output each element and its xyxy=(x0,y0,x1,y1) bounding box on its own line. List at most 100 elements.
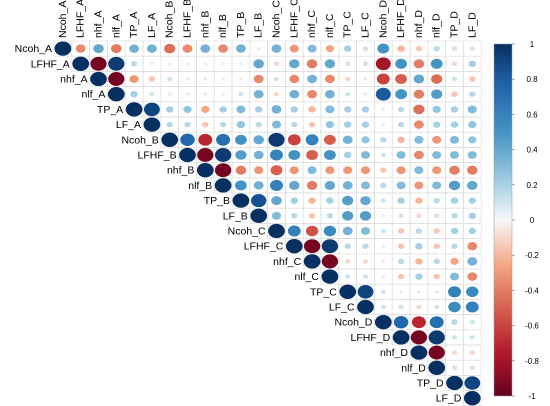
corr-circle-LF_B-nhf_D xyxy=(416,213,422,219)
corr-circle-nlf_B-nlf_D xyxy=(432,181,442,190)
col-label-Ncoh_D: Ncoh_D xyxy=(377,0,389,38)
corr-circle-nlf_A-LF_D xyxy=(469,91,476,97)
colorbar-tick-label: -0.6 xyxy=(525,322,539,331)
corr-circle-Ncoh_A-nhf_C xyxy=(307,44,317,53)
corr-circle-Ncoh_C-nhf_D xyxy=(415,228,423,234)
row-label-TP_B: TP_B xyxy=(204,195,230,207)
corr-circle-nhf_B-TP_D xyxy=(449,165,460,175)
corr-circle-LFHF_C-LFHF_D xyxy=(397,243,405,249)
corr-circle-Ncoh_B-LF_B xyxy=(253,135,264,145)
row-label-nlf_B: nlf_B xyxy=(188,180,212,192)
corr-circle-nlf_C-TP_C xyxy=(345,274,351,279)
corr-circle-TP_A-nlf_C xyxy=(325,105,335,114)
row-labels: Ncoh_A LFHF_A nhf_A nlf_A TP_A LF_A Ncoh_B LFHF… xyxy=(15,43,462,405)
corr-circle-nlf_B-LF_C xyxy=(360,181,371,190)
corr-circle-LFHF_B-nlf_B xyxy=(214,148,232,162)
corr-circle-nhf_D-LF_D xyxy=(469,350,475,355)
corr-circle-LF_A-nlf_B xyxy=(219,121,227,128)
corr-circle-Ncoh_D-LFHF_D xyxy=(393,316,409,329)
corr-circle-TP_A-LF_B xyxy=(254,106,263,113)
corr-circle-LFHF_A-TP_B xyxy=(239,62,243,66)
corr-circle-LF_A-LFHF_D xyxy=(397,121,405,128)
corr-circle-LF_A-LF_D xyxy=(468,121,477,129)
corr-circle-nlf_C-Ncoh_D xyxy=(381,275,386,279)
col-label-nhf_B: nhf_B xyxy=(199,11,211,38)
corr-circle-nlf_A-TP_C xyxy=(345,91,351,97)
corr-circle-nhf_D-TP_D xyxy=(451,350,458,355)
corr-circle-Ncoh_C-LF_C xyxy=(360,227,371,235)
corr-circle-nhf_A-LF_B xyxy=(253,74,264,84)
corr-circle-nhf_C-nlf_C xyxy=(321,254,339,269)
corr-circle-nhf_A-LFHF_C xyxy=(289,74,300,84)
corr-circle-LFHF_B-nhf_D xyxy=(413,150,424,160)
row-label-nlf_C: nlf_C xyxy=(294,271,319,283)
corr-circle-LF_A-nhf_D xyxy=(413,120,424,129)
corr-circle-TP_B-LF_D xyxy=(468,197,477,204)
corr-circle-nlf_C-LF_D xyxy=(467,272,478,281)
corr-circle-Ncoh_D-Ncoh_D xyxy=(374,315,392,330)
col-label-nlf_D: nlf_D xyxy=(431,13,443,38)
colorbar: 1 0.8 0.6 0.4 0.2 0 -0.2 -0.4 -0.6 -0.8 -1 xyxy=(493,40,539,401)
corr-circle-LF_A-Ncoh_B xyxy=(166,121,173,128)
col-label-TP_D: TP_D xyxy=(449,11,461,38)
corr-circle-nlf_A-nlf_D xyxy=(431,89,443,99)
corr-circle-TP_C-LF_D xyxy=(466,286,479,298)
corr-circle-nhf_B-TP_C xyxy=(343,166,353,175)
corr-circle-TP_B-TP_B xyxy=(232,193,250,208)
corr-circle-nhf_B-Ncoh_D xyxy=(380,167,387,173)
corr-circle-nhf_A-LF_D xyxy=(469,76,476,82)
col-label-TP_C: TP_C xyxy=(342,11,354,38)
corr-circle-nlf_A-TP_A xyxy=(130,91,138,98)
corr-circle-LFHF_A-Ncoh_D xyxy=(375,57,391,71)
corr-circle-LF_A-Ncoh_D xyxy=(381,123,386,127)
corr-circle-LFHF_B-nhf_B xyxy=(197,148,214,162)
row-label-LF_B: LF_B xyxy=(223,210,248,222)
corr-circle-TP_A-TP_B xyxy=(236,105,246,114)
corr-circle-LF_A-LF_A xyxy=(143,117,161,132)
corr-circle-Ncoh_B-TP_B xyxy=(234,134,247,145)
corr-circle-Ncoh_A-Ncoh_B xyxy=(164,43,176,54)
corr-circle-LF_B-LF_C xyxy=(359,211,372,221)
corr-circle-Ncoh_A-nhf_A xyxy=(93,44,104,54)
corr-circle-LF_A-nhf_C xyxy=(308,121,316,128)
corr-circle-TP_C-nhf_D xyxy=(417,290,421,294)
corr-circle-Ncoh_A-LFHF_D xyxy=(397,45,405,52)
corr-circle-LFHF_C-LF_D xyxy=(467,241,478,251)
corr-circle-nlf_B-nlf_C xyxy=(324,180,336,190)
corr-circle-nhf_A-nhf_A xyxy=(90,71,107,87)
corr-circle-nhf_B-Ncoh_C xyxy=(270,165,283,176)
corr-circle-LF_A-LFHF_C xyxy=(291,121,298,128)
col-label-LF_D: LF_D xyxy=(466,12,478,38)
colorbar-tick-label: 0 xyxy=(530,216,535,225)
corr-circle-nhf_B-LF_C xyxy=(360,166,371,175)
corr-circle-LF_B-nlf_D xyxy=(434,213,440,219)
row-label-Ncoh_C: Ncoh_C xyxy=(228,226,266,238)
corr-circle-LFHF_A-nhf_C xyxy=(306,59,318,69)
corr-circle-nhf_C-LF_C xyxy=(362,259,369,264)
corr-circle-nlf_C-nlf_D xyxy=(433,273,440,280)
corr-circle-nlf_A-nlf_C xyxy=(324,89,335,99)
corr-circle-LF_B-LFHF_D xyxy=(398,213,404,219)
corr-circle-Ncoh_B-nhf_D xyxy=(414,135,424,144)
corr-circle-LF_B-LFHF_C xyxy=(291,213,298,219)
corr-circle-nlf_B-Ncoh_D xyxy=(380,182,387,189)
corr-circle-nhf_A-LF_C xyxy=(363,77,368,81)
corr-circle-nlf_C-LFHF_D xyxy=(397,273,405,280)
corr-circle-TP_B-LFHF_C xyxy=(290,197,299,204)
corr-circle-LF_B-nlf_C xyxy=(326,213,334,219)
corr-circle-Ncoh_A-LFHF_A xyxy=(75,44,86,53)
corr-circle-LFHF_A-TP_D xyxy=(451,61,458,67)
corr-circle-nhf_B-LF_B xyxy=(254,166,264,175)
corr-circle-TP_C-TP_C xyxy=(339,284,357,299)
corr-circle-Ncoh_C-nhf_C xyxy=(305,225,319,237)
corr-circle-TP_B-nlf_C xyxy=(326,197,334,204)
corr-circle-LFHF_C-TP_C xyxy=(344,243,351,249)
corr-circle-nhf_B-nhf_C xyxy=(307,166,317,175)
corr-circle-nlf_A-Ncoh_C xyxy=(273,91,280,97)
corr-circle-nlf_A-nhf_B xyxy=(203,92,208,96)
row-label-LFHF_B: LFHF_B xyxy=(138,150,177,162)
corr-circle-TP_A-LF_D xyxy=(467,105,477,114)
corr-circle-Ncoh_A-Ncoh_C xyxy=(271,44,282,53)
corr-circle-nhf_A-TP_A xyxy=(129,75,139,83)
corr-circle-LF_B-Ncoh_C xyxy=(271,211,282,220)
